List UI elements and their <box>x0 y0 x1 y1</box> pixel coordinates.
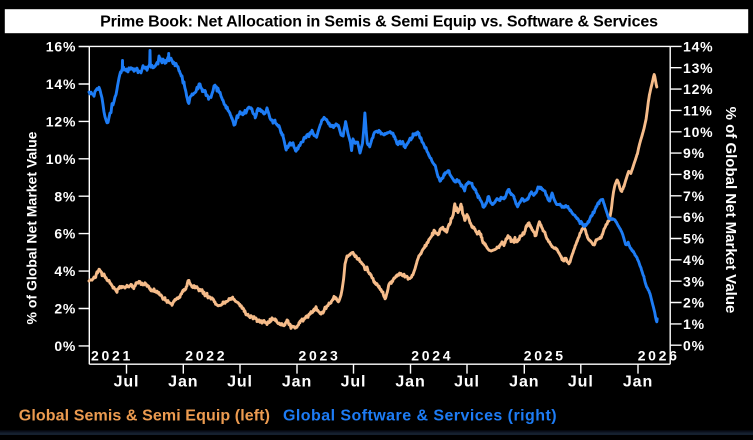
svg-text:Jan: Jan <box>623 374 653 391</box>
svg-text:4%: 4% <box>54 263 76 279</box>
svg-text:2026: 2026 <box>638 347 680 363</box>
svg-text:Global Software & Services (ri: Global Software & Services (right) <box>283 408 557 425</box>
svg-text:2%: 2% <box>54 301 76 317</box>
svg-text:11%: 11% <box>683 103 713 119</box>
svg-text:Jul: Jul <box>227 374 253 391</box>
svg-text:16%: 16% <box>46 39 76 55</box>
svg-text:% of Global Net Market Value: % of Global Net Market Value <box>24 131 40 324</box>
svg-text:Jan: Jan <box>509 374 539 391</box>
svg-text:Jan: Jan <box>282 374 312 391</box>
svg-text:14%: 14% <box>683 39 713 55</box>
svg-text:2023: 2023 <box>299 347 341 363</box>
svg-text:2022: 2022 <box>185 347 227 363</box>
svg-text:Jan: Jan <box>168 374 198 391</box>
svg-text:2025: 2025 <box>524 347 566 363</box>
svg-text:12%: 12% <box>683 81 713 97</box>
svg-text:Jul: Jul <box>114 374 140 391</box>
svg-text:Jul: Jul <box>568 374 594 391</box>
svg-text:% of Global Net Market Value: % of Global Net Market Value <box>722 107 739 314</box>
svg-text:4%: 4% <box>683 252 705 268</box>
svg-text:8%: 8% <box>683 167 705 183</box>
svg-text:Global Semis & Semi Equip (lef: Global Semis & Semi Equip (left) <box>19 408 270 425</box>
svg-text:7%: 7% <box>683 188 705 204</box>
svg-text:Prime Book: Net Allocation in: Prime Book: Net Allocation in Semis & Se… <box>100 14 658 31</box>
svg-text:1%: 1% <box>683 316 705 332</box>
svg-text:Jul: Jul <box>454 374 480 391</box>
svg-text:2021: 2021 <box>91 347 133 363</box>
svg-text:10%: 10% <box>683 124 713 140</box>
svg-text:13%: 13% <box>683 60 713 76</box>
svg-text:8%: 8% <box>54 188 76 204</box>
svg-text:0%: 0% <box>683 337 705 353</box>
svg-text:0%: 0% <box>54 338 76 354</box>
svg-text:2024: 2024 <box>411 347 453 363</box>
svg-text:12%: 12% <box>46 114 76 130</box>
svg-text:14%: 14% <box>46 76 76 92</box>
svg-text:9%: 9% <box>683 145 705 161</box>
svg-text:6%: 6% <box>54 226 76 242</box>
svg-text:Jul: Jul <box>341 374 367 391</box>
svg-text:3%: 3% <box>683 273 705 289</box>
svg-text:10%: 10% <box>46 151 76 167</box>
svg-text:5%: 5% <box>683 231 705 247</box>
svg-text:2%: 2% <box>683 295 705 311</box>
svg-text:Jan: Jan <box>395 374 425 391</box>
svg-text:6%: 6% <box>683 209 705 225</box>
